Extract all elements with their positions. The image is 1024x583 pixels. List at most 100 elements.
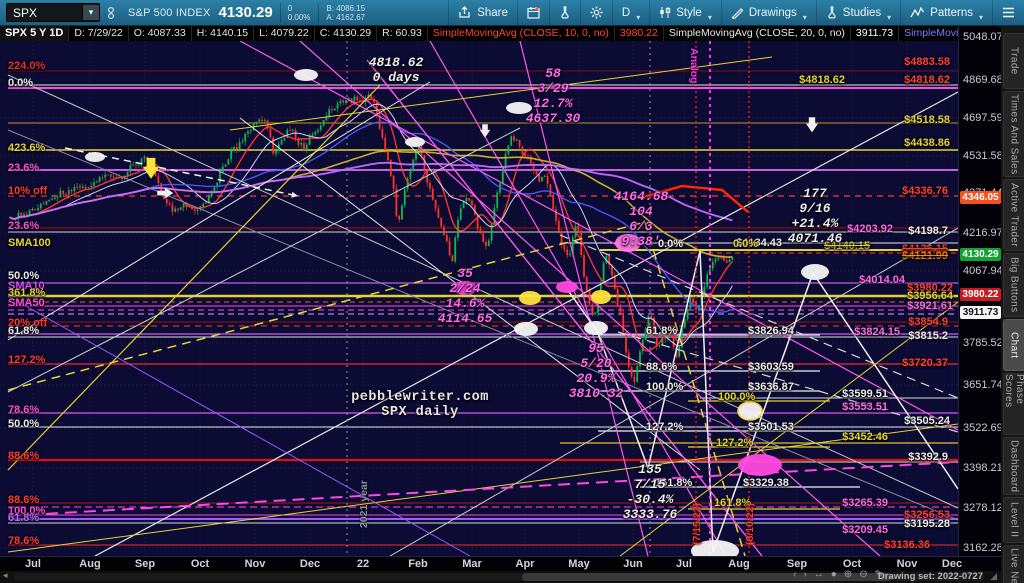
ellipse-marker bbox=[584, 321, 608, 335]
time-axis-label: 22 bbox=[356, 558, 370, 570]
trend-line bbox=[389, 227, 958, 556]
drawings-button[interactable]: Drawings ▾ bbox=[720, 0, 816, 25]
time-axis-label: Nov bbox=[896, 558, 918, 570]
ellipse-marker bbox=[737, 401, 763, 421]
button-label: Patterns bbox=[930, 6, 973, 19]
draw-icon[interactable]: ✎ bbox=[874, 569, 883, 580]
sidebar-tab-label: Level II bbox=[1008, 502, 1020, 538]
status-cell[interactable]: SimpleMovingAvg (CLOSE, 20, 0, no) bbox=[664, 25, 851, 41]
price-axis[interactable]: 5048.074869.684697.594531.584371.444216.… bbox=[958, 25, 1003, 556]
trend-line bbox=[299, 41, 881, 556]
button-label: Style bbox=[676, 6, 702, 19]
quick-study-button[interactable] bbox=[548, 0, 580, 25]
symbol-select[interactable]: SPX ▾ bbox=[6, 3, 100, 22]
time-axis-label: Oct bbox=[190, 558, 210, 570]
drawn-polyline bbox=[639, 184, 749, 213]
price-tick-label: 4697.59 bbox=[963, 112, 1003, 124]
interval-button[interactable]: D ▾ bbox=[611, 0, 649, 25]
button-label: Share bbox=[477, 6, 508, 19]
time-axis-label: Aug bbox=[79, 558, 101, 570]
sidebar-tab-times-and-sales[interactable]: Times And Sales bbox=[1003, 91, 1024, 177]
studies-button[interactable]: Studies ▾ bbox=[815, 0, 900, 25]
status-cell[interactable]: SPX 5 Y 1D bbox=[0, 25, 70, 41]
chevron-down-icon: ▾ bbox=[636, 13, 641, 22]
zoom-out-icon[interactable]: ⊖ bbox=[859, 569, 868, 580]
patterns-button[interactable]: Patterns ▾ bbox=[900, 0, 992, 25]
style-button[interactable]: Style ▾ bbox=[649, 0, 721, 25]
top-toolbar: SPX ▾ S&P 500 INDEX 4130.29 0 0.00% B: 4… bbox=[0, 0, 1024, 26]
sidebar-tab-label: Dashboard bbox=[1008, 439, 1020, 493]
bottom-bar: ◂ ‹ › ↔ ● ⊕ ⊖ ✎ Drawing set: 2022-0727 ◢ bbox=[0, 569, 1001, 583]
link-icon[interactable] bbox=[105, 6, 117, 20]
sidebar-tab-chart[interactable]: Chart bbox=[1003, 319, 1024, 371]
ellipse-marker bbox=[453, 281, 477, 295]
sidebar-tab-label: Chart bbox=[1008, 331, 1020, 359]
sidebar-tab-label: Phase Scores bbox=[1003, 374, 1024, 408]
ellipse-marker bbox=[738, 454, 782, 476]
arrow-marker-down bbox=[479, 124, 491, 138]
chevron-down-icon: ▾ bbox=[887, 13, 892, 22]
status-cell[interactable]: SimpleMovingAvg (CLOSE, 50, 0, no) bbox=[899, 25, 958, 41]
sidebar-tab-trade[interactable]: Trade bbox=[1003, 33, 1024, 89]
trend-line bbox=[366, 59, 763, 556]
button-label: D bbox=[621, 6, 631, 19]
trend-line bbox=[7, 461, 958, 517]
sidebar-tab-big-buttons[interactable]: Big Buttons bbox=[1003, 253, 1024, 317]
price-tick-label: 4216.97 bbox=[963, 227, 1003, 239]
gear-icon bbox=[590, 6, 603, 19]
arrow-marker-down bbox=[806, 117, 818, 133]
calendar-icon bbox=[527, 6, 540, 19]
sidebar-tab-dashboard[interactable]: Dashboard bbox=[1003, 437, 1024, 495]
scrollbar-track[interactable] bbox=[14, 573, 984, 581]
pan-right-icon[interactable]: › bbox=[803, 569, 807, 580]
status-cell: 3911.73 bbox=[851, 25, 900, 41]
scrollbar-thumb[interactable] bbox=[522, 573, 892, 581]
trend-line bbox=[7, 295, 471, 556]
toolbar-buttons: Share D ▾ Style ▾ Drawings ▾ Studies ▾ Patterns ▾ bbox=[448, 0, 1024, 25]
price-badge: 3980.22 bbox=[960, 288, 1001, 301]
sidebar-tab-level-ii[interactable]: Level II bbox=[1003, 497, 1024, 543]
pencil-icon bbox=[731, 6, 744, 19]
chart-svg bbox=[0, 41, 958, 556]
ellipse-marker bbox=[801, 264, 829, 280]
time-axis[interactable]: Jul Aug Sep Oct Nov Dec 22 Feb Mar Apr May Jun Jul Au… bbox=[0, 556, 1001, 572]
sidebar-tab-active-trader[interactable]: Active Trader bbox=[1003, 179, 1024, 251]
zoom-in-icon[interactable]: ⊕ bbox=[843, 569, 853, 580]
arrow-marker-right bbox=[157, 187, 174, 199]
status-cell[interactable]: SimpleMovingAvg (CLOSE, 10, 0, no) bbox=[428, 25, 615, 41]
trend-line bbox=[7, 81, 431, 341]
settings-button[interactable] bbox=[579, 0, 612, 25]
time-axis-label: May bbox=[568, 558, 590, 570]
time-axis-label: Jul bbox=[25, 558, 41, 570]
sidebar-tab-live-news[interactable]: Live News bbox=[1003, 545, 1024, 583]
sidebar-tab-label: Active Trader bbox=[1008, 182, 1020, 248]
time-axis-label: Mar bbox=[462, 558, 482, 570]
auto-fit-icon[interactable]: ↔ bbox=[813, 569, 824, 580]
price-tick-label: 3785.52 bbox=[963, 337, 1003, 349]
price-tick-label: 4531.58 bbox=[963, 150, 1003, 162]
sidebar-tab-label: Live News bbox=[1008, 548, 1020, 583]
scroll-left-icon[interactable]: ◂ bbox=[3, 570, 8, 580]
candle-series bbox=[9, 91, 734, 386]
price-tick-label: 3398.21 bbox=[963, 462, 1003, 474]
price-tick-label: 3651.74 bbox=[963, 379, 1003, 391]
pan-left-icon[interactable]: ‹ bbox=[793, 569, 797, 580]
sidebar-top-spacer bbox=[1001, 25, 1024, 33]
price-badge: 4130.29 bbox=[960, 248, 1001, 261]
chart-canvas[interactable]: 224.0% 0.0% 423.6% 23.6% 10% off 23.6% SMA100 5… bbox=[0, 41, 958, 556]
ellipse-marker bbox=[294, 69, 318, 81]
time-axis-label: Sep bbox=[134, 558, 156, 570]
menu-button[interactable] bbox=[992, 0, 1024, 25]
share-button[interactable]: Share bbox=[448, 0, 517, 25]
time-axis-label: Nov bbox=[244, 558, 266, 570]
resize-grip-icon[interactable]: ◢ bbox=[990, 571, 997, 581]
button-label: Drawings bbox=[748, 6, 797, 19]
marker-icon[interactable]: ● bbox=[830, 569, 837, 580]
change-value: 0 bbox=[287, 3, 293, 13]
ma-line-150 bbox=[9, 161, 733, 222]
time-axis-label: Jul bbox=[676, 558, 692, 570]
ellipse-marker bbox=[506, 102, 532, 114]
reports-button[interactable] bbox=[516, 0, 549, 25]
sidebar-tab-phase-scores[interactable]: Phase Scores bbox=[1003, 373, 1024, 435]
price-tick-label: 4869.68 bbox=[963, 74, 1003, 86]
